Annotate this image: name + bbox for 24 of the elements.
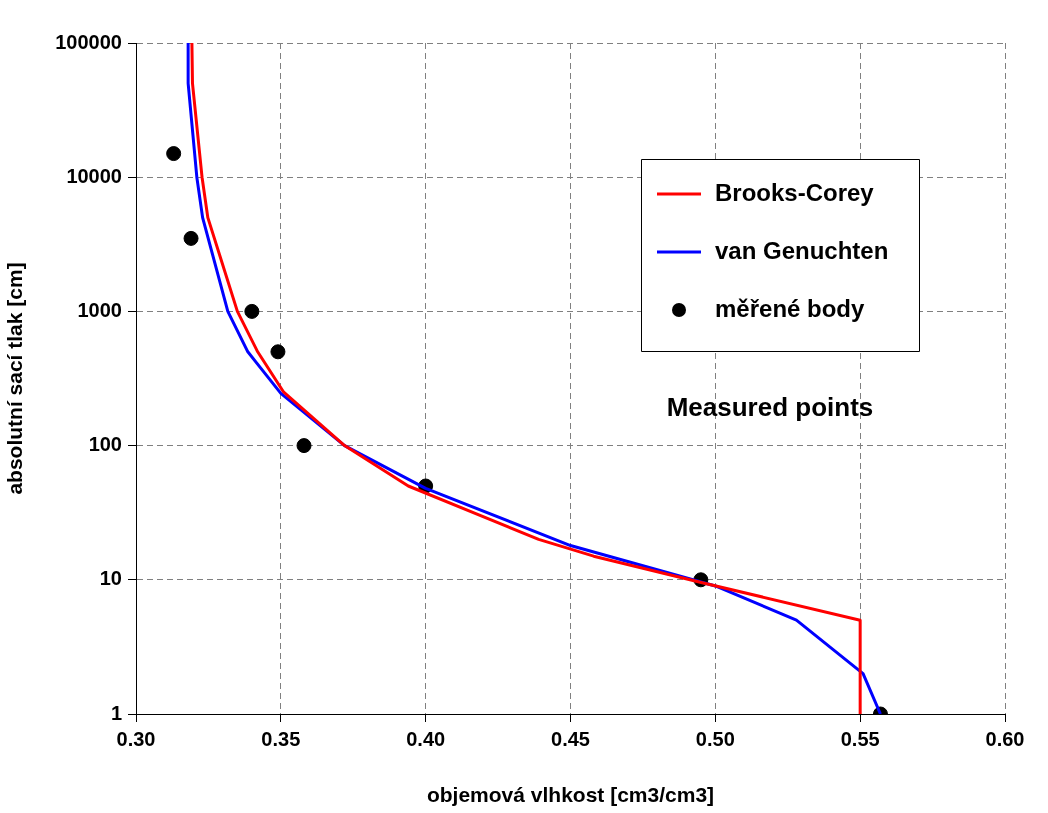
point — [244, 303, 260, 319]
legend-label: měřené body — [715, 294, 866, 322]
y-tick-label: 10000 — [66, 164, 122, 187]
legend-label: van Genuchten — [715, 236, 889, 264]
point — [166, 146, 182, 162]
point — [296, 438, 312, 454]
x-tick-label: 0.45 — [551, 727, 590, 750]
annotation: Measured points — [666, 392, 874, 423]
point — [270, 344, 286, 360]
y-tick-label: 100000 — [55, 30, 122, 53]
x-tick-label: 0.50 — [695, 727, 735, 750]
legend-label: Brooks-Corey — [715, 178, 875, 206]
x-tick-label: 0.35 — [261, 727, 301, 750]
y-axis-title: absolutní sací tlak [cm] — [3, 262, 27, 495]
y-tick-label: 1000 — [77, 298, 122, 321]
x-tick-label: 0.55 — [840, 727, 880, 750]
x-tick-label: 0.40 — [406, 727, 446, 750]
y-tick-label: 100 — [88, 433, 122, 456]
x-tick-label: 0.60 — [985, 727, 1025, 750]
x-tick-label: 0.30 — [116, 727, 156, 750]
point — [183, 230, 199, 246]
y-tick-label: 1 — [110, 701, 122, 724]
x-axis-title: objemová vlhkost [cm3/cm3] — [426, 783, 715, 807]
y-tick-label: 10 — [99, 567, 122, 590]
